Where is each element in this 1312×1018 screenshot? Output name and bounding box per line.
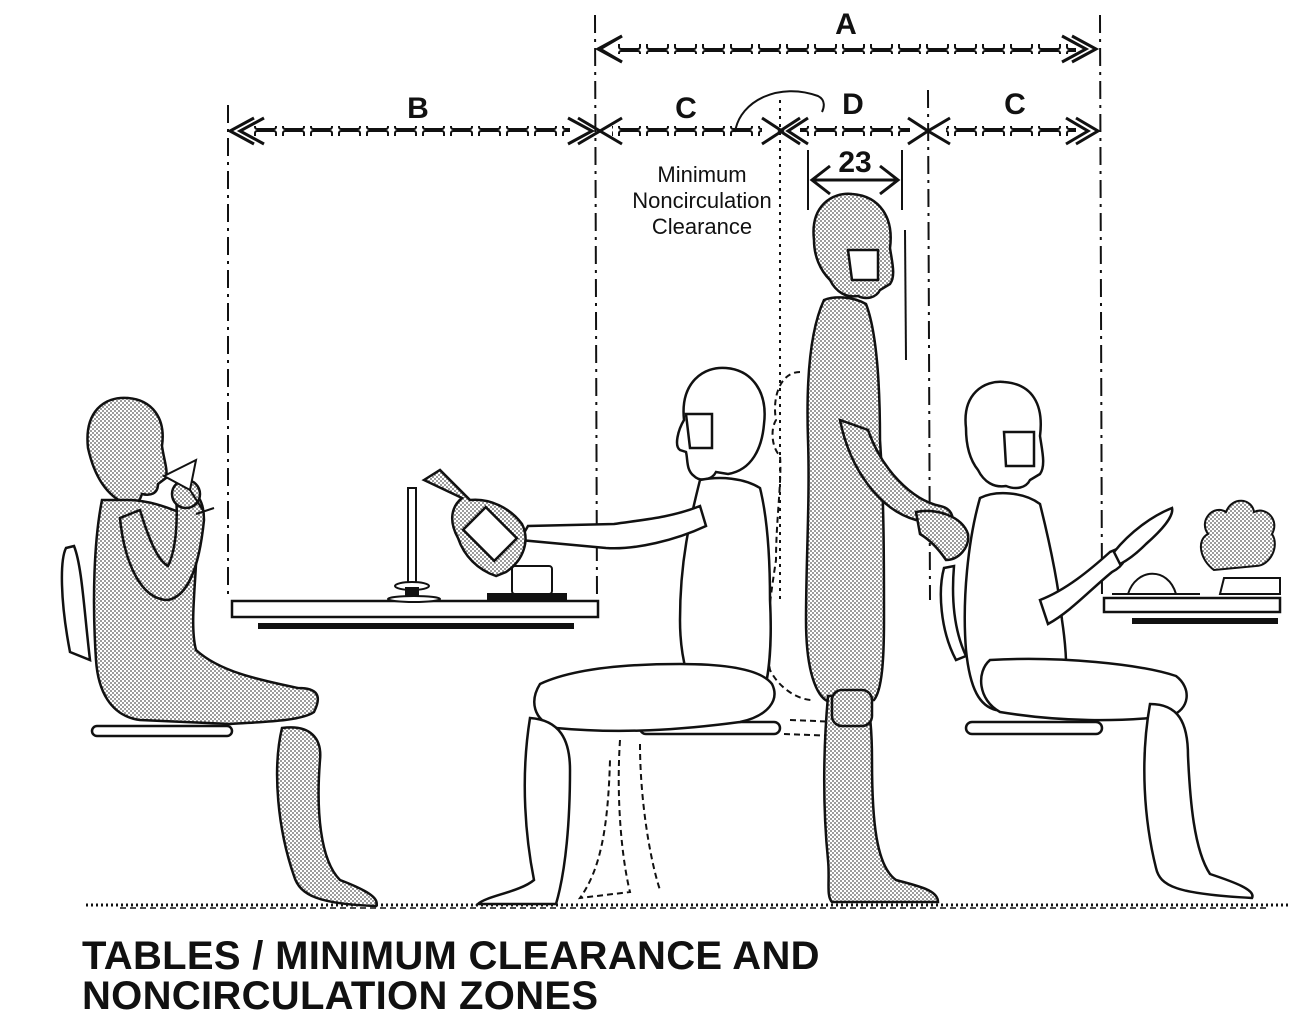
dimension-a xyxy=(594,34,1100,64)
dimension-a-label: A xyxy=(835,8,857,41)
candle-icon xyxy=(387,487,441,603)
chair-right xyxy=(939,564,1104,736)
body-width-value: 23 xyxy=(838,146,871,179)
seated-gesturing-figure xyxy=(963,380,1254,900)
chair-left xyxy=(60,544,234,738)
dimension-c-left-label: C xyxy=(675,92,697,125)
dimension-b-label: B xyxy=(407,92,429,125)
dimension-d-label: D xyxy=(842,88,864,121)
caption-line-1: TABLES / MINIMUM CLEARANCE AND xyxy=(82,934,820,978)
figure-caption: TABLES / MINIMUM CLEARANCE AND NONCIRCUL… xyxy=(82,936,820,1016)
bottle-icon xyxy=(421,468,527,578)
annotation-leader xyxy=(734,90,825,133)
table-right xyxy=(1102,572,1282,624)
seated-drinking-figure xyxy=(86,396,378,908)
dimension-c-right-label: C xyxy=(1004,88,1026,121)
martini-glass-icon xyxy=(161,458,215,515)
annotation-line-2: Noncirculation xyxy=(632,188,771,213)
body-width-dimension xyxy=(809,164,901,196)
plant-icon xyxy=(1199,499,1281,595)
floor-line xyxy=(86,903,1290,909)
standing-figure xyxy=(804,192,970,904)
dimension-c-right xyxy=(925,116,1101,146)
glass-icon xyxy=(487,565,567,601)
caption-line-2: NONCIRCULATION ZONES xyxy=(82,974,599,1018)
seated-pouring-figure xyxy=(474,366,776,906)
dimension-lines xyxy=(227,14,1103,601)
table-left xyxy=(230,599,600,629)
dimension-d xyxy=(777,116,931,146)
annotation-line-1: Minimum xyxy=(657,162,746,187)
annotation-line-3: Clearance xyxy=(652,214,752,239)
